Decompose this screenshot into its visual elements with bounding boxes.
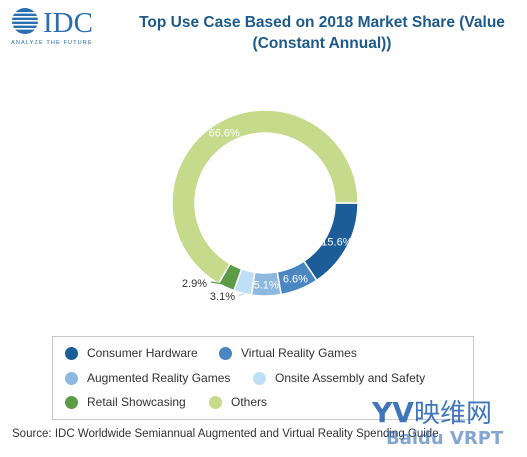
legend-item-others: Others xyxy=(209,395,267,409)
legend-label: Consumer Hardware xyxy=(87,346,198,360)
data-label: 15.6% xyxy=(321,236,352,248)
source-note: Source: IDC Worldwide Semiannual Augment… xyxy=(12,428,439,440)
legend-swatch xyxy=(65,346,78,360)
globe-icon xyxy=(11,8,39,34)
svg-text:映维网: 映维网 xyxy=(414,399,492,429)
legend-swatch xyxy=(219,346,232,360)
leader-line xyxy=(238,290,245,296)
legend-item-augmented-reality-games: Augmented Reality Games xyxy=(65,371,230,385)
data-label: 5.1% xyxy=(254,279,279,291)
data-label: 3.1% xyxy=(210,291,235,303)
idc-logo: IDC ANALYZE THE FUTURE xyxy=(8,6,116,46)
legend-item-onsite-assembly-and-safety: Onsite Assembly and Safety xyxy=(253,371,425,385)
legend-label: Retail Showcasing xyxy=(87,395,186,409)
data-label: 2.9% xyxy=(182,278,207,290)
legend-label: Others xyxy=(231,395,268,409)
watermark: YV 映维网 Baidu VRPT xyxy=(371,392,522,452)
slice-others xyxy=(171,109,359,285)
svg-text:Baidu VRPT: Baidu VRPT xyxy=(386,428,504,449)
logo-tagline: ANALYZE THE FUTURE xyxy=(11,40,93,46)
svg-text:YV: YV xyxy=(372,396,414,429)
legend-swatch xyxy=(65,371,78,385)
legend-swatch xyxy=(65,395,78,409)
legend-item-virtual-reality-games: Virtual Reality Games xyxy=(219,346,357,360)
legend-label: Onsite Assembly and Safety xyxy=(275,371,426,385)
logo-text: IDC xyxy=(43,7,93,39)
data-label: 6.6% xyxy=(283,274,308,286)
legend-swatch xyxy=(253,371,266,385)
legend-label: Virtual Reality Games xyxy=(241,346,357,360)
legend-item-retail-showcasing: Retail Showcasing xyxy=(65,395,186,409)
leader-line xyxy=(210,281,228,286)
legend-item-consumer-hardware: Consumer Hardware xyxy=(65,346,198,360)
legend-label: Augmented Reality Games xyxy=(87,371,231,385)
donut-chart: 15.6% 6.6% 5.1% 3.1% 2.9% 66.6% xyxy=(171,109,359,303)
chart-legend: Consumer Hardware Virtual Reality Games … xyxy=(52,336,474,420)
chart-title: Top Use Case Based on 2018 Market Share … xyxy=(139,14,505,52)
data-label: 66.6% xyxy=(209,127,240,139)
legend-swatch xyxy=(209,395,222,409)
